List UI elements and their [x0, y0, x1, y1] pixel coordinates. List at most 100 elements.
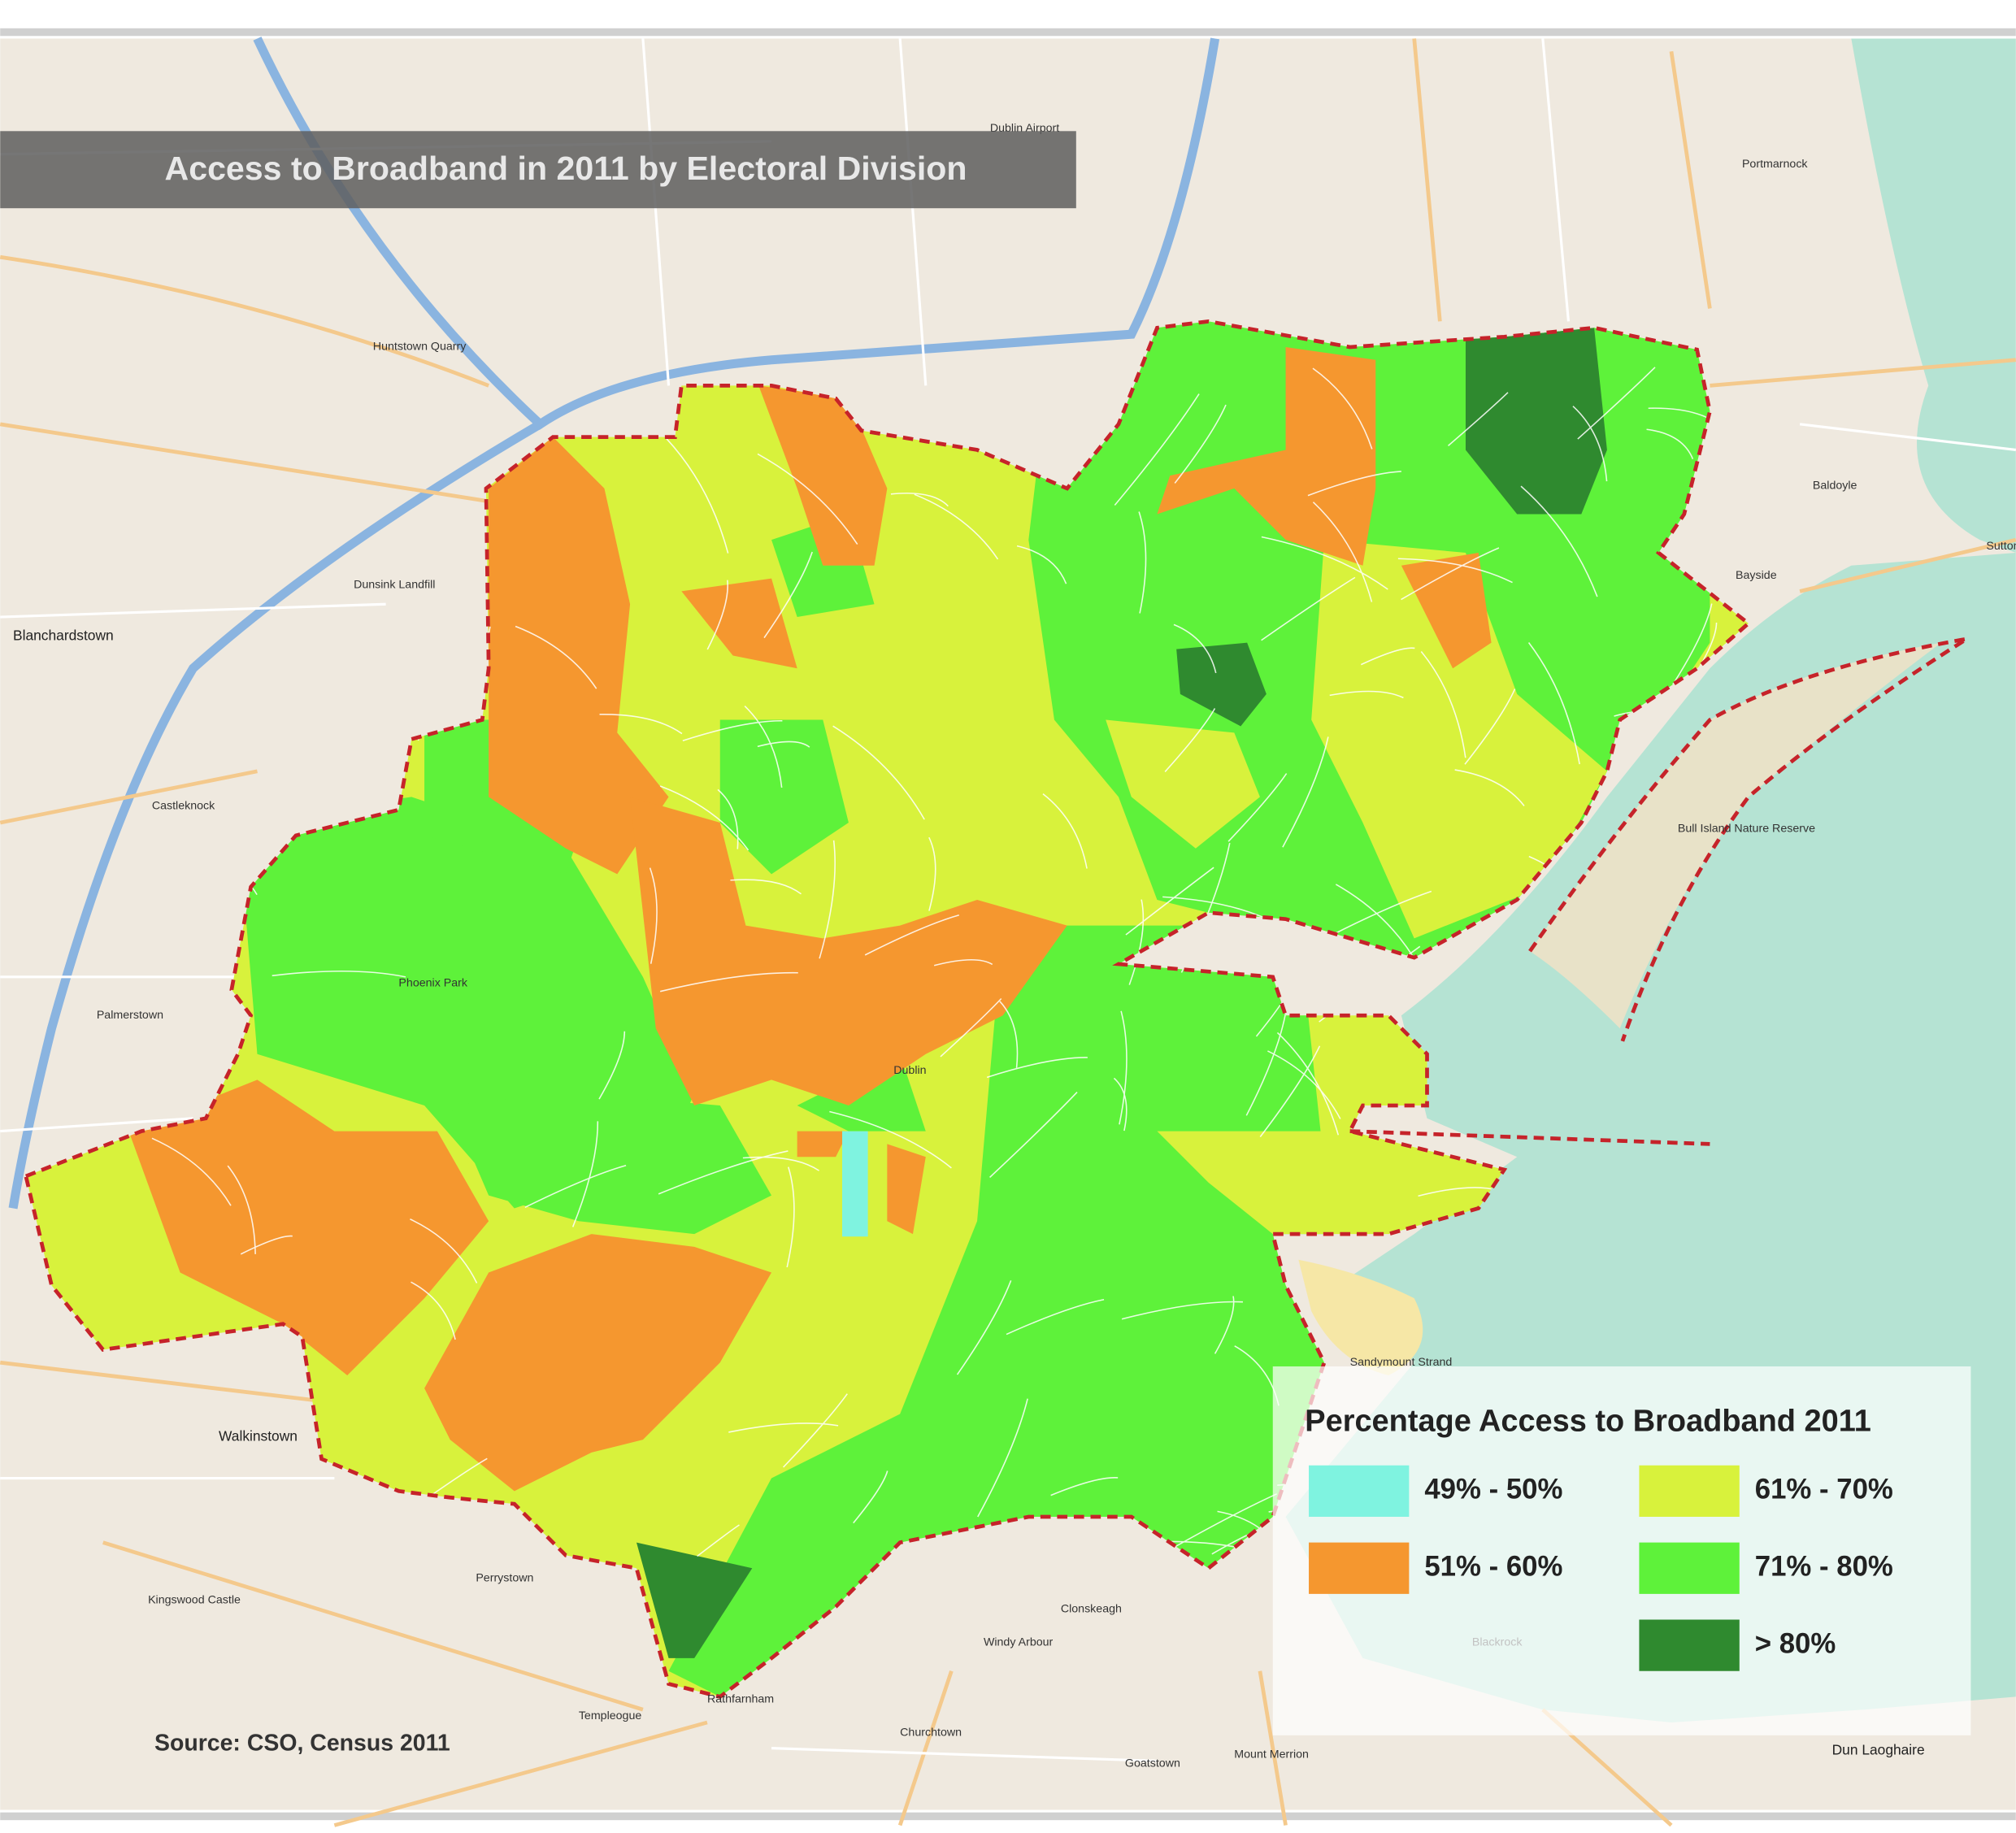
division-line	[928, 836, 936, 911]
place-label: Huntstown Quarry	[373, 341, 467, 354]
division	[1465, 328, 1607, 515]
city-boundary	[24, 319, 1752, 1699]
division-line	[1119, 1010, 1127, 1125]
legend-swatch	[1309, 1542, 1410, 1594]
place-label: Sandymount Strand	[1350, 1356, 1453, 1369]
division-line	[717, 788, 739, 849]
frame-top	[0, 28, 2016, 37]
division-line	[742, 1156, 819, 1171]
place-label: Castleknock	[152, 799, 215, 812]
division	[1176, 642, 1267, 727]
division	[128, 1079, 489, 1376]
frame-bottom	[0, 1812, 2016, 1821]
division-line	[571, 1121, 599, 1227]
division-line	[682, 719, 783, 741]
division-line	[659, 971, 798, 993]
division	[1401, 552, 1492, 669]
division-line	[1401, 547, 1500, 601]
division-line	[1261, 536, 1388, 590]
division-line	[986, 1057, 1088, 1079]
division-line	[757, 741, 810, 748]
place-label: Baldoyle	[1813, 480, 1857, 493]
division-line	[1214, 1296, 1235, 1354]
division-line	[783, 1393, 848, 1468]
division-line	[1050, 1477, 1119, 1496]
place-label: Dun Laoghaire	[1832, 1741, 1925, 1757]
motorway	[8, 420, 543, 1210]
division-line	[730, 879, 802, 895]
division-line	[1267, 1050, 1341, 1119]
place-label: Perrystown	[476, 1572, 533, 1585]
division-line	[1125, 867, 1214, 936]
division-line	[1312, 502, 1373, 602]
division-line	[1259, 1045, 1321, 1138]
division-line	[1360, 647, 1415, 666]
source: Source: CSO, Census 2011	[154, 1730, 450, 1756]
division-line	[819, 840, 836, 959]
division-line	[1312, 367, 1373, 450]
division-line	[1006, 1298, 1105, 1336]
legend-title: Percentage Access to Broadband 2011	[1305, 1405, 1871, 1439]
division-line	[1138, 511, 1147, 614]
division-line	[1329, 690, 1404, 699]
division-line	[599, 714, 683, 735]
division-line	[914, 493, 999, 560]
place-label: Blanchardstown	[13, 627, 114, 643]
division	[797, 1131, 849, 1158]
division-line	[1672, 603, 1713, 685]
place-label: Portmarnock	[1742, 158, 1808, 171]
division-line	[1646, 428, 1694, 459]
division-line	[1227, 773, 1288, 842]
division	[636, 1542, 753, 1658]
legend-swatch	[1309, 1465, 1410, 1517]
division-line	[1276, 1032, 1340, 1136]
division-line	[1454, 769, 1525, 806]
division-line	[977, 1398, 1028, 1518]
division-line	[1113, 1077, 1127, 1132]
place-label: Kingswood Castle	[148, 1594, 241, 1607]
division-line	[1042, 793, 1088, 869]
division-line	[272, 970, 406, 978]
place-label: Clonskeagh	[1061, 1603, 1122, 1616]
division-line	[1114, 393, 1200, 506]
division-line	[1128, 899, 1145, 985]
division	[1106, 719, 1260, 849]
division-line	[763, 551, 813, 639]
legend-label: 71% - 80%	[1755, 1551, 1893, 1582]
division-line	[940, 997, 1002, 1058]
division-line	[1261, 576, 1356, 641]
place-label: Bull Island Nature Reserve	[1678, 823, 1815, 836]
island-boundary	[1528, 636, 1968, 1042]
division	[1311, 540, 1607, 939]
roads	[0, 37, 2016, 1827]
division-line	[649, 867, 658, 964]
division-line	[706, 580, 728, 650]
division-line	[956, 1280, 1012, 1375]
sea-north	[1851, 38, 2016, 553]
title-box	[0, 131, 1076, 209]
legend: 49% - 50% 51% - 60% 61% - 70% 71% - 80% > 80…	[1309, 1465, 1893, 1671]
division-line	[697, 1524, 740, 1557]
division	[424, 1234, 772, 1492]
division-line	[240, 1235, 293, 1255]
division-line	[757, 453, 858, 545]
division-line	[1307, 471, 1401, 497]
division-line	[1121, 1301, 1243, 1320]
division-line	[1520, 485, 1598, 597]
place-labels: Blanchardstown Castleknock Palmerstown Walk…	[13, 122, 2016, 1770]
division-line	[411, 1281, 456, 1340]
division	[681, 578, 797, 669]
division-line	[1572, 406, 1608, 482]
division-line	[524, 1164, 627, 1209]
place-label: Phoenix Park	[398, 976, 467, 989]
strand	[1298, 1259, 1423, 1376]
division-line	[864, 914, 959, 956]
place-label: Palmerstown	[97, 1009, 163, 1022]
division-line	[1464, 688, 1516, 765]
division	[668, 925, 1337, 1697]
division	[758, 385, 888, 566]
division-line	[227, 1165, 256, 1254]
legend-swatch	[1639, 1619, 1740, 1671]
